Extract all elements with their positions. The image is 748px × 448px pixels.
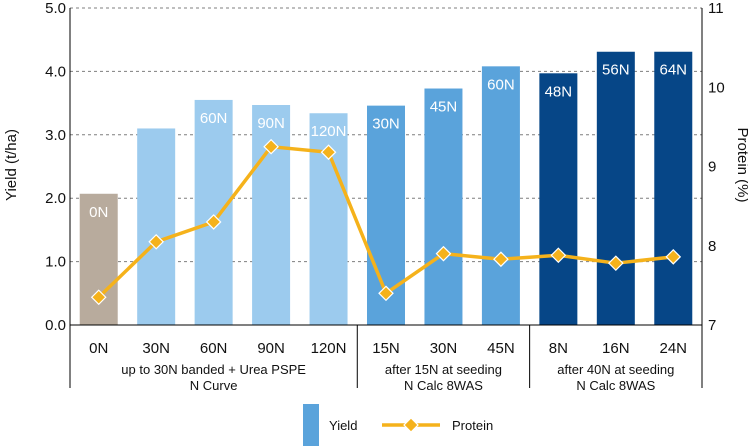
right-axis-ticks: 7 8 9 10 11 (708, 0, 725, 334)
protein-point (493, 251, 509, 268)
group-label-line1: after 40N at seeding (557, 362, 674, 377)
protein-point (90, 289, 107, 306)
bar-label: 0N (89, 204, 108, 221)
x-axis-ticks: 0N 30N 60N 90N 120N 15N 30N 45N 8N 16N 24N (89, 340, 687, 357)
y-tick-label: 4.0 (45, 63, 66, 80)
bar-label: 90N (257, 115, 285, 132)
group-label-line1: after 15N at seeding (385, 362, 502, 377)
bar-labels: 0N 60N 90N 120N 30N 45N 60N 48N 56N 64N (89, 62, 687, 221)
protein-point (665, 248, 682, 265)
protein-point (205, 214, 222, 230)
bar-label: 60N (200, 110, 228, 127)
yield-bar (596, 51, 635, 325)
x-tick-label: 90N (257, 340, 285, 357)
yield-bar (194, 99, 233, 326)
y2-axis-label: Protein (%) (734, 127, 748, 202)
bar-label: 45N (430, 99, 458, 116)
protein-point (550, 247, 567, 264)
protein-point (435, 245, 452, 262)
yield-bar (539, 73, 578, 325)
protein-point (320, 144, 337, 161)
y2-tick-label: 11 (708, 0, 724, 17)
protein-point (607, 255, 624, 272)
legend-yield-swatch (303, 404, 319, 446)
group-label-line1: up to 30N banded + Urea PSPE (121, 362, 306, 377)
y-axis-label: Yield (t/ha) (3, 129, 20, 201)
y2-tick-label: 8 (708, 238, 716, 255)
yield-bars (79, 51, 693, 326)
x-tick-label: 0N (89, 340, 108, 357)
y2-tick-label: 9 (708, 159, 716, 176)
x-tick-label: 16N (602, 340, 630, 357)
x-tick-label: 15N (372, 340, 400, 357)
legend: Yield Protein (303, 404, 493, 446)
x-tick-label: 24N (660, 340, 688, 357)
left-axis-ticks: 0.0 1.0 2.0 3.0 4.0 5.0 (45, 0, 66, 334)
y-tick-label: 1.0 (45, 254, 66, 271)
protein-point (378, 285, 394, 302)
x-tick-label: 30N (142, 340, 170, 357)
x-tick-label: 8N (549, 340, 568, 357)
protein-point (263, 138, 279, 155)
x-tick-label: 45N (487, 340, 515, 357)
group-label-line2: N Calc 8WAS (576, 378, 655, 393)
axes (69, 8, 703, 388)
legend-protein-marker (403, 417, 419, 433)
bar-label: 60N (487, 76, 515, 93)
group-label-line2: N Curve (190, 378, 238, 393)
yield-bar (137, 128, 176, 325)
y-tick-label: 2.0 (45, 190, 66, 207)
y-tick-label: 0.0 (45, 317, 66, 334)
group-label-line2: N Calc 8WAS (404, 378, 483, 393)
legend-protein-label: Protein (452, 418, 493, 433)
bar-label: 120N (311, 123, 347, 140)
bar-label: 56N (602, 62, 630, 79)
yield-bar (654, 51, 693, 325)
x-tick-label: 30N (430, 340, 458, 357)
y2-tick-label: 10 (708, 79, 725, 96)
x-tick-label: 60N (200, 340, 228, 357)
yield-bar (252, 105, 291, 325)
bar-label: 48N (545, 83, 573, 100)
protein-point (148, 233, 165, 250)
y-tick-label: 5.0 (45, 0, 66, 17)
protein-line (90, 138, 682, 306)
bar-label: 30N (372, 116, 400, 133)
y2-tick-label: 7 (708, 317, 716, 334)
yield-bar (424, 88, 463, 325)
y-tick-label: 3.0 (45, 127, 66, 144)
bar-label: 64N (660, 62, 688, 79)
legend-yield-label: Yield (329, 418, 357, 433)
yield-bar (481, 66, 520, 325)
x-tick-label: 120N (311, 340, 347, 357)
